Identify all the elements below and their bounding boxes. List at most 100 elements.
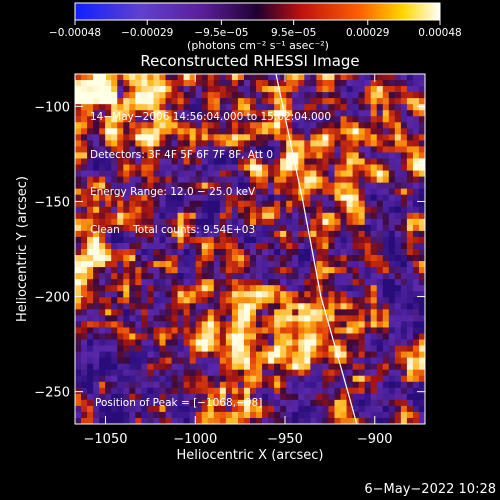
- heatmap-cell: [111, 194, 118, 202]
- heatmap-cell: [394, 212, 402, 220]
- heatmap-cell: [225, 86, 233, 93]
- heatmap-cell: [370, 242, 378, 250]
- heatmap-cell: [147, 104, 155, 111]
- heatmap-cell: [340, 188, 348, 196]
- heatmap-cell: [147, 140, 155, 148]
- heatmap-cell: [201, 134, 209, 141]
- heatmap-cell: [111, 98, 118, 105]
- heatmap-cell: [213, 345, 221, 353]
- heatmap-cell: [340, 134, 348, 141]
- heatmap-cell: [316, 267, 324, 274]
- heatmap-cell: [225, 381, 233, 389]
- heatmap-cell: [250, 176, 257, 184]
- heatmap-cell: [243, 80, 251, 87]
- heatmap-cell: [412, 98, 420, 105]
- heatmap-cell: [117, 230, 124, 238]
- heatmap-cell: [316, 236, 324, 244]
- heatmap-cell: [165, 411, 173, 419]
- heatmap-cell: [256, 411, 263, 419]
- heatmap-cell: [141, 411, 149, 419]
- heatmap-cell: [310, 176, 317, 184]
- heatmap-cell: [123, 170, 130, 178]
- heatmap-cell: [304, 200, 311, 208]
- heatmap-cell: [105, 393, 112, 401]
- heatmap-cell: [141, 357, 149, 365]
- heatmap-cell: [400, 315, 408, 323]
- heatmap-cell: [165, 381, 173, 389]
- heatmap-cell: [81, 152, 88, 160]
- heatmap-cell: [81, 297, 88, 304]
- heatmap-cell: [231, 333, 239, 341]
- heatmap-cell: [123, 236, 130, 244]
- heatmap-cell: [183, 116, 191, 123]
- heatmap-cell: [141, 152, 149, 160]
- heatmap-cell: [189, 363, 197, 371]
- heatmap-cell: [171, 357, 179, 365]
- heatmap-cell: [213, 170, 221, 178]
- heatmap-cell: [129, 303, 136, 310]
- heatmap-cell: [117, 80, 124, 87]
- heatmap-cell: [382, 80, 390, 87]
- heatmap-cell: [159, 381, 167, 389]
- heatmap-cell: [298, 146, 305, 154]
- heatmap-cell: [93, 86, 100, 93]
- heatmap-cell: [231, 224, 239, 232]
- heatmap-cell: [400, 387, 408, 395]
- heatmap-cell: [99, 369, 106, 377]
- heatmap-cell: [201, 164, 209, 172]
- heatmap-cell: [171, 86, 179, 93]
- heatmap-cell: [81, 128, 88, 135]
- heatmap-cell: [364, 236, 372, 244]
- heatmap-cell: [81, 351, 88, 359]
- heatmap-cell: [111, 273, 118, 280]
- heatmap-cell: [237, 255, 245, 262]
- heatmap-cell: [135, 261, 142, 268]
- heatmap-cell: [231, 261, 239, 268]
- heatmap-cell: [189, 98, 197, 105]
- heatmap-cell: [219, 134, 227, 141]
- heatmap-cell: [147, 188, 155, 196]
- heatmap-cell: [219, 351, 227, 359]
- heatmap-cell: [256, 387, 263, 395]
- heatmap-cell: [316, 291, 324, 298]
- heatmap-cell: [280, 74, 287, 81]
- heatmap-cell: [256, 200, 263, 208]
- heatmap-cell: [99, 182, 106, 190]
- heatmap-cell: [231, 164, 239, 172]
- heatmap-cell: [352, 236, 360, 244]
- heatmap-cell: [328, 267, 336, 274]
- heatmap-cell: [388, 122, 396, 129]
- heatmap-cell: [394, 164, 402, 172]
- heatmap-cell: [364, 194, 372, 202]
- heatmap-cell: [268, 363, 275, 371]
- heatmap-cell: [388, 273, 396, 280]
- heatmap-cell: [316, 140, 324, 148]
- heatmap-cell: [177, 128, 185, 135]
- heatmap-cell: [81, 98, 88, 105]
- heatmap-cell: [201, 182, 209, 190]
- heatmap-cell: [189, 170, 197, 178]
- heatmap-cell: [358, 122, 366, 129]
- heatmap-cell: [352, 170, 360, 178]
- heatmap-cell: [280, 381, 287, 389]
- heatmap-cell: [183, 375, 191, 383]
- heatmap-cell: [376, 104, 384, 111]
- heatmap-cell: [219, 200, 227, 208]
- heatmap-cell: [135, 393, 142, 401]
- heatmap-cell: [334, 255, 342, 262]
- heatmap-cell: [262, 357, 269, 365]
- heatmap-cell: [129, 297, 136, 304]
- heatmap-cell: [382, 146, 390, 154]
- heatmap-cell: [117, 339, 124, 347]
- heatmap-cell: [231, 417, 239, 424]
- heatmap-cell: [177, 236, 185, 244]
- heatmap-cell: [141, 351, 149, 359]
- heatmap-cell: [274, 375, 281, 383]
- heatmap-cell: [304, 303, 311, 310]
- heatmap-cell: [231, 236, 239, 244]
- heatmap-cell: [262, 236, 269, 244]
- heatmap-cell: [304, 399, 311, 407]
- heatmap-cell: [93, 236, 100, 244]
- heatmap-cell: [412, 86, 420, 93]
- heatmap-cell: [388, 357, 396, 365]
